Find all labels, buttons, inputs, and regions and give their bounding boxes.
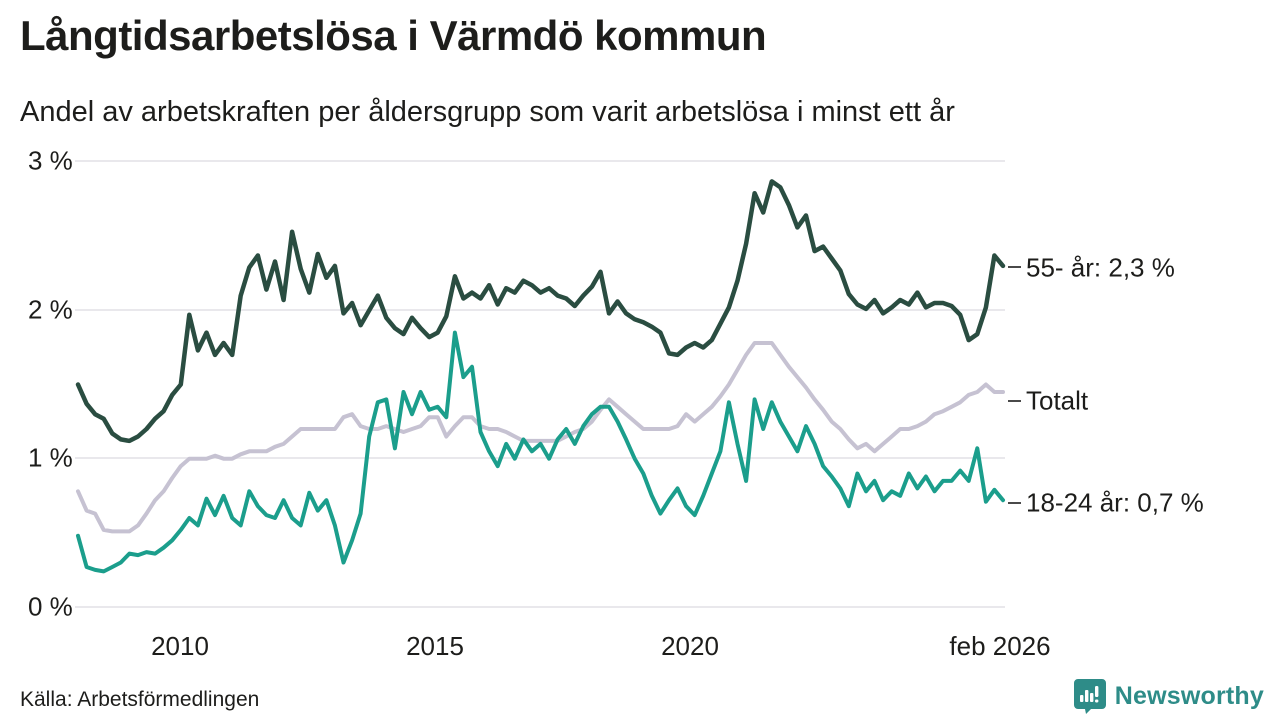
- page-title: Långtidsarbetslösa i Värmdö kommun: [20, 12, 767, 59]
- y-axis-label-0: 0 %: [28, 591, 73, 622]
- line-series-18-24-r: [76, 330, 1005, 574]
- series-label-18-24: 18-24 år: 0,7 %: [1026, 487, 1204, 518]
- y-axis-label-3: 3 %: [28, 145, 73, 176]
- end-tick-totalt: [1008, 400, 1021, 402]
- x-axis-label-2020: 2020: [661, 631, 719, 661]
- source-credit: Källa: Arbetsförmedlingen: [20, 688, 260, 711]
- newsworthy-bar-chart-bubble-icon: [1073, 679, 1106, 714]
- y-axis-label-2: 2 %: [28, 294, 73, 325]
- line-series-55-r: [75, 179, 1006, 444]
- gridline-0pct: [75, 606, 1005, 608]
- gridline-3pct: [75, 160, 1005, 162]
- series-label-55: 55- år: 2,3 %: [1026, 252, 1175, 283]
- x-axis-label-feb-2026: feb 2026: [949, 631, 1051, 661]
- newsworthy-wordmark: Newsworthy: [1114, 681, 1264, 710]
- gridline-2pct: [75, 309, 1005, 311]
- end-tick-55: [1008, 266, 1021, 268]
- chart-subtitle: Andel av arbetskraften per åldersgrupp s…: [20, 96, 955, 128]
- gridline-1pct: [75, 457, 1005, 459]
- x-axis-label-2015: 2015: [406, 631, 464, 661]
- x-axis-label-2010: 2010: [151, 631, 209, 661]
- y-axis-label-1: 1 %: [28, 442, 73, 473]
- newsworthy-brand: Newsworthy: [1073, 678, 1264, 714]
- line-series-totalt: [76, 341, 1005, 534]
- series-label-totalt: Totalt: [1026, 385, 1089, 416]
- end-tick-18-24: [1008, 502, 1021, 504]
